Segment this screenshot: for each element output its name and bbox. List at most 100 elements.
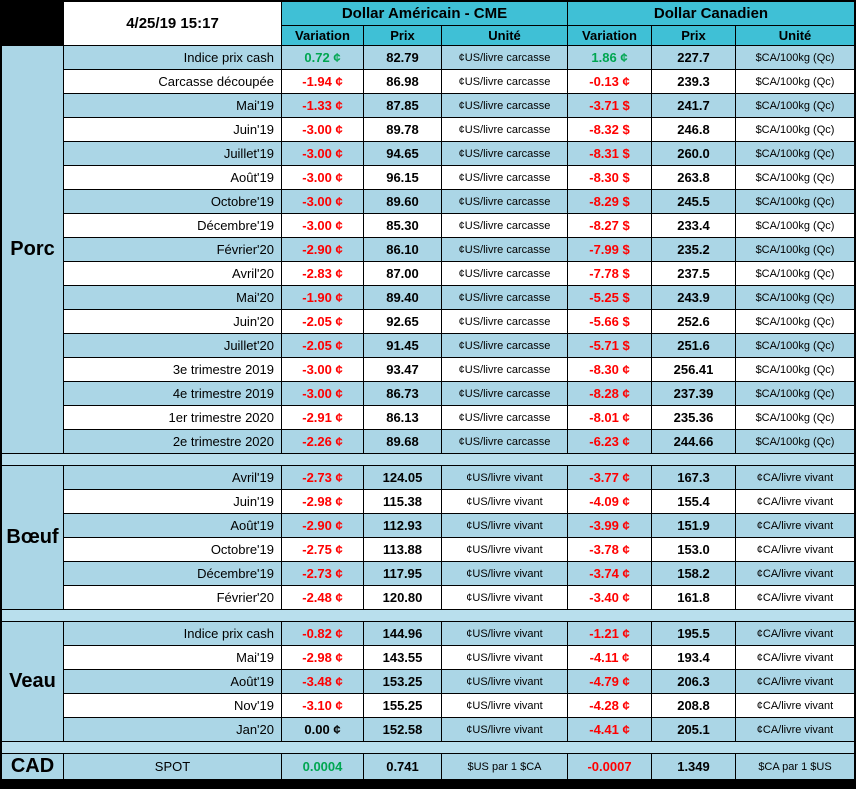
ca-unit: $CA/100kg (Qc)	[736, 118, 854, 142]
price-row: Carcasse découpée -1.94 ¢ 86.98 ¢US/livre c…	[64, 70, 854, 94]
us-price: 87.00	[364, 262, 442, 286]
price-row: Octobre'19 -3.00 ¢ 89.60 ¢US/livre carcasse…	[64, 190, 854, 214]
ca-price: 237.39	[652, 382, 736, 406]
price-row: Juillet'19 -3.00 ¢ 94.65 ¢US/livre carcasse…	[64, 142, 854, 166]
ca-unit: ¢CA/livre vivant	[736, 694, 854, 718]
ca-variation: -3.71 $	[568, 94, 652, 118]
us-unit: ¢US/livre carcasse	[442, 190, 568, 214]
us-price: 86.98	[364, 70, 442, 94]
ca-dollar-header-group: Dollar Canadien Variation Prix Unité	[568, 2, 854, 45]
ca-unit: $CA/100kg (Qc)	[736, 190, 854, 214]
ca-price: 205.1	[652, 718, 736, 742]
row-label: Avril'20	[64, 262, 282, 286]
section-veau: Veau Indice prix cash -0.82 ¢ 144.96 ¢US/liv…	[2, 622, 854, 742]
ca-price: 235.36	[652, 406, 736, 430]
ca-unit: ¢CA/livre vivant	[736, 538, 854, 562]
row-label: 1er trimestre 2020	[64, 406, 282, 430]
us-unit: ¢US/livre carcasse	[442, 118, 568, 142]
ca-variation: -4.28 ¢	[568, 694, 652, 718]
ca-variation: -4.41 ¢	[568, 718, 652, 742]
price-row: Mai'20 -1.90 ¢ 89.40 ¢US/livre carcasse -5.2…	[64, 286, 854, 310]
ca-unit: ¢CA/livre vivant	[736, 490, 854, 514]
ca-price: 256.41	[652, 358, 736, 382]
us-unit: ¢US/livre vivant	[442, 622, 568, 646]
ca-variation: -8.01 ¢	[568, 406, 652, 430]
ca-price: 167.3	[652, 466, 736, 490]
us-unit: ¢US/livre carcasse	[442, 262, 568, 286]
price-row: SPOT 0.0004 0.741 $US par 1 $CA -0.0007 1.349…	[64, 754, 854, 780]
ca-variation: -4.79 ¢	[568, 670, 652, 694]
us-dollar-header-group: Dollar Américain - CME Variation Prix Un…	[282, 2, 568, 45]
us-variation: -2.26 ¢	[282, 430, 364, 454]
us-price: 117.95	[364, 562, 442, 586]
us-price: 93.47	[364, 358, 442, 382]
ca-variation: -8.30 ¢	[568, 358, 652, 382]
us-price: 143.55	[364, 646, 442, 670]
section-separator	[2, 610, 854, 622]
ca-variation: -8.29 $	[568, 190, 652, 214]
ca-unit: $CA/100kg (Qc)	[736, 382, 854, 406]
ca-subheader-row: Variation Prix Unité	[568, 26, 854, 45]
ca-unit: ¢CA/livre vivant	[736, 718, 854, 742]
ca-variation: -3.74 ¢	[568, 562, 652, 586]
price-row: Juin'19 -2.98 ¢ 115.38 ¢US/livre vivant -4.0…	[64, 490, 854, 514]
price-row: Juillet'20 -2.05 ¢ 91.45 ¢US/livre carcasse…	[64, 334, 854, 358]
ca-price: 244.66	[652, 430, 736, 454]
price-row: Août'19 -3.00 ¢ 96.15 ¢US/livre carcasse -8.…	[64, 166, 854, 190]
ca-unit: ¢CA/livre vivant	[736, 466, 854, 490]
us-price: 0.741	[364, 754, 442, 780]
ca-unit: ¢CA/livre vivant	[736, 562, 854, 586]
us-unit: ¢US/livre carcasse	[442, 286, 568, 310]
table-body: Porc Indice prix cash 0.72 ¢ 82.79 ¢US/livre…	[2, 46, 854, 780]
us-variation: 0.00 ¢	[282, 718, 364, 742]
ca-unit: $CA/100kg (Qc)	[736, 94, 854, 118]
ca-col-variation-header: Variation	[568, 26, 652, 45]
ca-variation: -5.25 $	[568, 286, 652, 310]
us-price: 144.96	[364, 622, 442, 646]
us-unit: ¢US/livre carcasse	[442, 94, 568, 118]
price-row: Avril'19 -2.73 ¢ 124.05 ¢US/livre vivant -3.…	[64, 466, 854, 490]
us-unit: ¢US/livre carcasse	[442, 238, 568, 262]
row-label: Février'20	[64, 238, 282, 262]
us-unit: ¢US/livre vivant	[442, 718, 568, 742]
us-unit: ¢US/livre vivant	[442, 490, 568, 514]
ca-variation: -5.71 $	[568, 334, 652, 358]
us-price: 91.45	[364, 334, 442, 358]
row-label: Août'19	[64, 514, 282, 538]
ca-price: 151.9	[652, 514, 736, 538]
row-label: Mai'20	[64, 286, 282, 310]
us-variation: -2.91 ¢	[282, 406, 364, 430]
ca-price: 158.2	[652, 562, 736, 586]
ca-price: 246.8	[652, 118, 736, 142]
us-variation: -3.00 ¢	[282, 190, 364, 214]
ca-unit: $CA/100kg (Qc)	[736, 286, 854, 310]
us-variation: -2.73 ¢	[282, 562, 364, 586]
row-label: Février'20	[64, 586, 282, 610]
us-unit: ¢US/livre vivant	[442, 670, 568, 694]
row-label: 2e trimestre 2020	[64, 430, 282, 454]
ca-price: 239.3	[652, 70, 736, 94]
ca-unit: $CA/100kg (Qc)	[736, 310, 854, 334]
row-label: Mai'19	[64, 94, 282, 118]
ca-price: 1.349	[652, 754, 736, 780]
us-variation: -2.05 ¢	[282, 310, 364, 334]
price-row: 3e trimestre 2019 -3.00 ¢ 93.47 ¢US/livre c…	[64, 358, 854, 382]
ca-unit: $CA/100kg (Qc)	[736, 214, 854, 238]
ca-unit: $CA/100kg (Qc)	[736, 262, 854, 286]
ca-price: 153.0	[652, 538, 736, 562]
ca-price: 235.2	[652, 238, 736, 262]
ca-variation: -8.30 $	[568, 166, 652, 190]
us-unit: ¢US/livre carcasse	[442, 142, 568, 166]
us-variation: -2.98 ¢	[282, 490, 364, 514]
ca-variation: -1.21 ¢	[568, 622, 652, 646]
us-price: 86.73	[364, 382, 442, 406]
ca-variation: 1.86 ¢	[568, 46, 652, 70]
ca-unit: $CA/100kg (Qc)	[736, 238, 854, 262]
us-dollar-title: Dollar Américain - CME	[282, 2, 568, 26]
ca-variation: -0.0007	[568, 754, 652, 780]
us-unit: ¢US/livre vivant	[442, 694, 568, 718]
us-variation: -2.05 ¢	[282, 334, 364, 358]
price-row: Octobre'19 -2.75 ¢ 113.88 ¢US/livre vivant -…	[64, 538, 854, 562]
us-price: 85.30	[364, 214, 442, 238]
